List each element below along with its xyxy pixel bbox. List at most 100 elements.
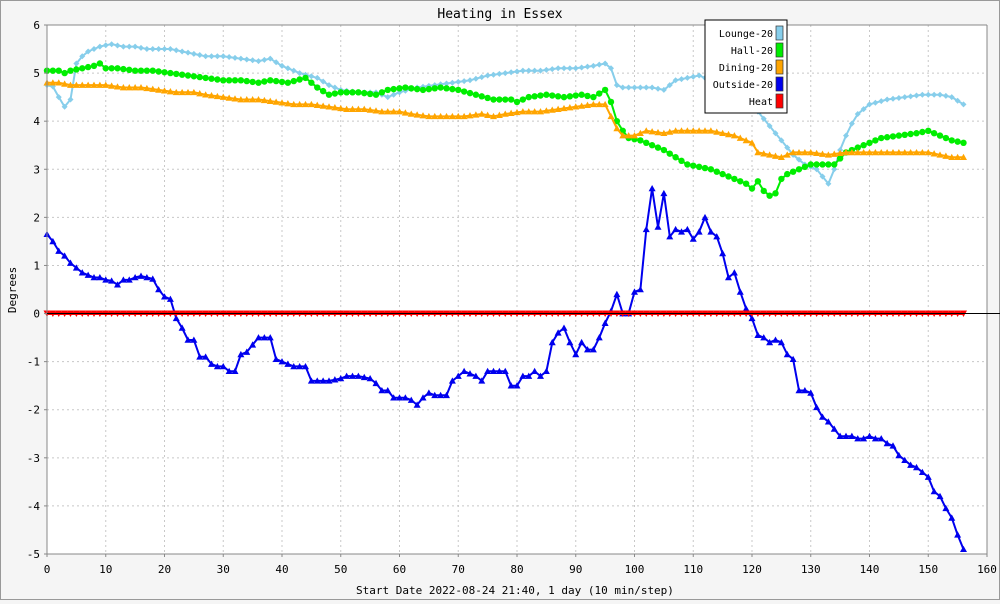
dining-20-point: [237, 96, 245, 103]
dining-20-point: [819, 150, 826, 157]
hall-20-point: [584, 92, 591, 100]
outside-20-point: [895, 451, 903, 459]
lounge-20-point: [884, 96, 891, 103]
lounge-20-point: [778, 137, 785, 144]
outside-20-point: [742, 305, 750, 312]
outside-20-point: [537, 372, 544, 379]
dining-20-point: [642, 127, 650, 134]
outside-20-point: [807, 389, 815, 396]
outside-20-point: [589, 346, 597, 353]
lounge-20-point: [596, 61, 603, 68]
outside-20-point: [819, 413, 826, 420]
dining-20-point: [466, 112, 474, 119]
outside-20-point: [848, 432, 856, 439]
dining-20-point: [531, 108, 539, 115]
dining-20-point: [143, 84, 151, 92]
lounge-20-point: [185, 49, 191, 56]
hall-20-point: [778, 175, 785, 183]
lounge-20-point: [860, 106, 867, 113]
hall-20-point: [90, 62, 98, 70]
hall-20-point: [560, 93, 568, 101]
hall-20-point: [314, 84, 321, 91]
dining-20-point: [313, 101, 321, 108]
hall-20-point: [596, 90, 603, 97]
outside-20-point: [225, 367, 233, 375]
hall-20-point: [296, 76, 303, 83]
series-layer: [43, 41, 967, 552]
hall-20-point: [748, 185, 756, 192]
lounge-20-point: [461, 78, 468, 85]
x-tick-label: 150: [918, 563, 938, 576]
hall-20-point: [878, 134, 885, 142]
lounge-20-point: [578, 64, 585, 71]
hall-20-point: [789, 168, 797, 175]
outside-20-point: [566, 338, 574, 346]
lounge-20-point: [132, 43, 139, 50]
lounge-20-point: [196, 52, 203, 59]
dining-20-point: [678, 127, 685, 134]
outside-20-point: [772, 336, 779, 343]
dining-20-point: [554, 105, 562, 112]
hall-20-point: [725, 173, 732, 180]
hall-20-point: [202, 74, 209, 82]
lounge-20-point: [590, 62, 597, 69]
y-tick-label: -1: [27, 356, 40, 369]
hall-20-point: [308, 79, 315, 86]
hall-20-point: [666, 150, 673, 157]
outside-20-point: [431, 391, 439, 399]
legend-label: Hall-20: [731, 46, 773, 57]
outside-20-point: [754, 331, 762, 338]
dining-20-point: [871, 148, 879, 156]
hall-20-point: [143, 67, 151, 74]
outside-20-point: [78, 269, 86, 276]
lounge-20-point: [566, 65, 573, 72]
dining-20-point: [354, 105, 362, 112]
lounge-20-point: [584, 63, 591, 70]
hall-20-point: [243, 77, 250, 85]
dining-20-point: [360, 105, 368, 112]
outside-20-point: [595, 334, 603, 341]
lounge-20-point: [872, 99, 879, 106]
outside-20-point: [654, 223, 662, 230]
y-tick-label: -5: [27, 548, 40, 561]
dining-20-point: [725, 130, 732, 138]
hall-20-point: [102, 65, 109, 72]
lounge-20-point: [443, 80, 450, 87]
hall-20-point: [220, 77, 227, 84]
hall-20-point: [866, 139, 873, 147]
hall-20-point: [366, 90, 374, 98]
hall-20-point: [930, 130, 938, 137]
hall-20-point: [178, 71, 186, 78]
dining-20-point: [783, 151, 791, 158]
lounge-20-point: [326, 82, 332, 89]
lounge-20-point: [766, 122, 773, 129]
lounge-20-point: [649, 84, 656, 91]
hall-20-point: [196, 73, 203, 81]
lounge-20-point: [625, 84, 632, 91]
lounge-20-point: [531, 67, 538, 74]
hall-20-point: [249, 78, 256, 86]
lounge-20-point: [320, 78, 327, 85]
outside-20-point: [131, 273, 139, 281]
lounge-20-point: [796, 156, 802, 163]
legend-label: Lounge-20: [719, 29, 773, 40]
outside-20-point: [260, 334, 268, 341]
dining-20-point: [243, 96, 251, 103]
outside-20-point: [401, 394, 409, 401]
lounge-20-point: [543, 66, 550, 73]
hall-20-point: [331, 90, 339, 97]
lounge-20-point: [255, 58, 262, 65]
dining-20-point: [772, 152, 779, 159]
lounge-20-point: [449, 79, 456, 86]
x-tick-label: 90: [569, 563, 582, 576]
dining-20-point: [707, 127, 715, 134]
dining-20-point: [883, 148, 891, 156]
hall-20-point: [919, 128, 926, 136]
dining-20-point: [343, 105, 351, 112]
x-tick-label: 80: [510, 563, 523, 576]
y-tick-label: -2: [27, 404, 40, 417]
hall-20-point: [466, 89, 474, 97]
hall-20-point: [578, 91, 585, 98]
outside-20-point: [877, 435, 885, 442]
hall-20-point: [695, 163, 703, 171]
